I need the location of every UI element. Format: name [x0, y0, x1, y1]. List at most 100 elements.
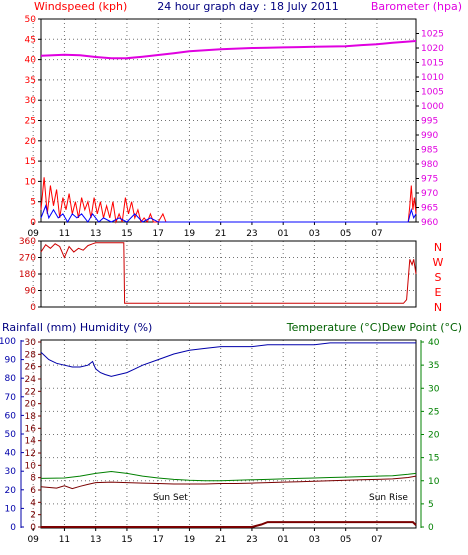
barometer-tick-label: 965 [421, 204, 438, 214]
temperature-humidity-x-tick-label: 19 [184, 535, 196, 545]
rainfall-tick-label: 18 [25, 412, 37, 422]
direction-tick-label: 0 [30, 303, 36, 313]
wind-barometer-x-tick-label: 05 [340, 229, 351, 239]
series-line-humidity [40, 342, 416, 377]
barometer-tick-label: 970 [421, 189, 438, 199]
barometer-tick-label: 1005 [421, 88, 444, 98]
barometer-tick-label: 980 [421, 160, 438, 170]
wind-direction-grid [32, 241, 416, 307]
temperature-dewpoint-axis-title: Temperature (°C)Dew Point (°C) [286, 321, 462, 334]
rainfall-tick-label: 6 [30, 486, 36, 496]
humidity-tick-label: 90 [5, 356, 17, 366]
windspeed-tick-label: 15 [25, 157, 36, 167]
temperature-humidity-x-tick-label: 07 [371, 535, 382, 545]
wind-barometer-x-tick-label: 03 [309, 229, 320, 239]
compass-label: S [435, 271, 442, 284]
rainfall-tick-label: 4 [30, 498, 36, 508]
direction-tick-label: 360 [19, 237, 36, 247]
humidity-tick-label: 20 [5, 486, 17, 496]
barometer-tick-label: 985 [421, 146, 438, 156]
wind-barometer-x-tick-label: 13 [90, 229, 101, 239]
sun-set-annotation: Sun Set [153, 493, 188, 503]
humidity-tick-label: 10 [5, 504, 17, 514]
humidity-tick-label: 0 [10, 523, 16, 533]
rainfall-tick-label: 10 [25, 461, 37, 471]
windspeed-tick-label: 20 [25, 137, 37, 147]
temperature-humidity-x-tick-label: 01 [277, 535, 288, 545]
rainfall-tick-label: 26 [25, 363, 37, 373]
barometer-tick-label: 975 [421, 175, 438, 185]
temperature-humidity-x-tick-label: 11 [59, 535, 70, 545]
humidity-tick-label: 100 [0, 337, 16, 347]
barometer-axis-title: Barometer (hpa) [371, 0, 462, 13]
chart-title: 24 hour graph day : 18 July 2011 [157, 0, 339, 13]
direction-tick-label: 180 [19, 270, 36, 280]
temperature-humidity-series [40, 342, 417, 528]
temperature-humidity-x-tick-label: 09 [27, 535, 39, 545]
wind-direction-degree-ticks: 0 90 180 270 360 [19, 237, 41, 313]
barometer-ticks: 960 965 970 975 980 985 990 995 1000 1005 1010 1015… [416, 30, 444, 228]
humidity-tick-label: 80 [5, 374, 17, 384]
humidity-tick-label: 70 [5, 393, 17, 403]
humidity-tick-label: 30 [5, 467, 17, 477]
windspeed-axis-title: Windspeed (kph) [34, 0, 127, 13]
barometer-tick-label: 1000 [421, 102, 444, 112]
temperature-humidity-x-tick-label: 17 [152, 535, 163, 545]
temperature-tick-label: 0 [428, 523, 434, 533]
rainfall-tick-label: 28 [25, 350, 37, 360]
rainfall-tick-label: 8 [30, 474, 36, 484]
temperature-tick-label: 25 [428, 407, 439, 417]
series-line-temperature [40, 470, 417, 482]
compass-label: W [433, 256, 444, 269]
windspeed-tick-label: 25 [25, 117, 36, 127]
barometer-tick-label: 990 [421, 131, 438, 141]
wind-barometer-x-ticks: 11 13 15 17 19 21 23 01 03 05 07 09 [27, 222, 383, 239]
temperature-humidity-panel: Rainfall (mm) Humidity (%) Temperature (… [0, 321, 462, 545]
barometer-tick-label: 1025 [421, 30, 444, 40]
wind-barometer-panel: Windspeed (kph) 24 hour graph day : 18 J… [25, 0, 462, 239]
series-line-rainfall [41, 521, 417, 528]
windspeed-ticks: 05101520253035404550 [25, 15, 41, 228]
wind-barometer-x-tick-label: 07 [371, 229, 382, 239]
temperature-humidity-x-tick-label: 21 [215, 535, 226, 545]
barometer-tick-label: 1020 [421, 44, 444, 54]
barometer-tick-label: 1015 [421, 59, 444, 69]
temperature-humidity-x-tick-label: 23 [246, 535, 257, 545]
wind-barometer-x-tick-label: 11 [59, 229, 70, 239]
rainfall-tick-label: 22 [25, 387, 36, 397]
wind-direction-series [40, 242, 417, 304]
humidity-tick-label: 40 [5, 449, 17, 459]
compass-label: N [434, 241, 442, 254]
humidity-ticks: 0 10 20 30 40 50 60 70 80 90 100 [0, 337, 24, 533]
temperature-humidity-x-ticks: 11 13 15 17 19 21 23 01 03 05 07 09 [27, 528, 383, 545]
windspeed-tick-label: 35 [25, 76, 36, 86]
wind-barometer-grid [32, 19, 416, 222]
windspeed-tick-label: 5 [30, 198, 36, 208]
rainfall-humidity-axis-title: Rainfall (mm) Humidity (%) [2, 321, 152, 334]
wind-barometer-series [40, 40, 417, 224]
series-line-barometer [40, 40, 417, 60]
wind-barometer-x-tick-label: 15 [121, 229, 132, 239]
wind-barometer-x-tick-label: 09 [27, 229, 39, 239]
series-line-wind-direction [40, 242, 417, 304]
series-line-dew-point [40, 475, 417, 490]
humidity-tick-label: 50 [5, 430, 17, 440]
temperature-tick-label: 40 [428, 338, 440, 348]
sun-rise-annotation: Sun Rise [369, 493, 408, 503]
wind-barometer-x-tick-label: 19 [184, 229, 196, 239]
temperature-tick-label: 20 [428, 431, 440, 441]
direction-tick-label: 270 [19, 254, 36, 264]
rainfall-tick-label: 30 [25, 338, 37, 348]
temperature-ticks: 0 5 10 15 20 25 30 35 40 [421, 338, 440, 533]
temperature-humidity-x-tick-label: 03 [309, 535, 320, 545]
temperature-tick-label: 5 [428, 500, 434, 510]
rainfall-tick-label: 24 [25, 375, 37, 385]
temperature-tick-label: 35 [428, 361, 439, 371]
windspeed-tick-label: 10 [25, 177, 37, 187]
windspeed-tick-label: 50 [25, 15, 37, 25]
compass-label: E [435, 286, 442, 299]
temperature-humidity-x-tick-label: 05 [340, 535, 351, 545]
